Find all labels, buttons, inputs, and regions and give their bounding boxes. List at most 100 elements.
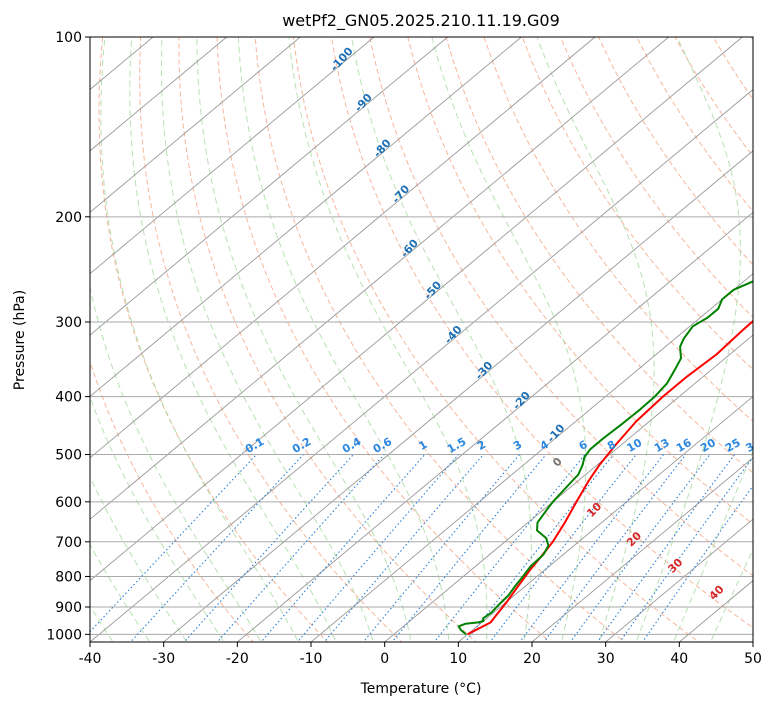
- y-tick-label: 200: [55, 210, 82, 226]
- mixing-ratio-line: [216, 454, 385, 642]
- mixing-ratio-line: [129, 454, 304, 642]
- moist-adiabat: [90, 395, 225, 642]
- isotherm-label: -40: [442, 323, 465, 347]
- dry-adiabat: [292, 37, 700, 642]
- x-tick-label: -10: [300, 651, 323, 667]
- y-tick-label: 400: [55, 390, 82, 406]
- mixing-ratio-line: [619, 456, 753, 642]
- x-tick-label: 20: [523, 651, 541, 667]
- dry-adiabat: [90, 360, 254, 642]
- isotherm-label: -80: [371, 136, 394, 160]
- x-axis-label: Temperature (°C): [360, 681, 482, 697]
- mixing-ratio-line: [296, 454, 459, 642]
- mixing-ratio-label: 36: [764, 436, 775, 455]
- y-tick-label: 300: [55, 315, 82, 331]
- isotherm-line: [90, 37, 227, 152]
- isotherm-line: [458, 395, 753, 642]
- moist-adiabat: [90, 285, 262, 642]
- isotherm-line: [90, 37, 743, 582]
- plot-frame: [89, 36, 754, 643]
- mixing-ratio-line: [596, 454, 736, 642]
- mixing-ratio-line: [90, 454, 257, 633]
- isotherm-line: [531, 457, 753, 642]
- y-tick-label: 500: [55, 448, 82, 464]
- moist-adiabat-label: 40: [707, 582, 727, 602]
- dry-adiabat: [369, 37, 753, 577]
- mixing-ratio-label: 25: [723, 436, 743, 455]
- dry-adiabat: [750, 37, 753, 41]
- isotherm-label: -20: [510, 389, 533, 413]
- moist-adiabat-label: 0: [550, 455, 565, 470]
- isotherm-label: -100: [328, 45, 356, 74]
- y-tick-label: 600: [55, 495, 82, 511]
- isotherm-label: -30: [473, 359, 496, 383]
- mixing-ratio-line: [489, 454, 637, 642]
- isotherm-line: [90, 37, 375, 275]
- mixing-ratio-label: 3: [511, 438, 524, 453]
- isotherm-label: -90: [352, 91, 375, 115]
- y-axis-label: Pressure (hPa): [12, 290, 28, 390]
- dry-adiabat: [598, 37, 753, 266]
- isotherm-label: -50: [421, 278, 444, 302]
- moist-adiabat: [129, 37, 337, 642]
- y-tick-label: 800: [55, 569, 82, 585]
- moist-adiabat: [351, 37, 532, 642]
- mixing-ratio-line: [569, 454, 711, 642]
- moist-adiabat: [635, 37, 741, 642]
- dry-adiabat: [674, 37, 753, 157]
- isotherm-line: [90, 37, 301, 213]
- moist-adiabat: [100, 37, 299, 642]
- mixing-ratio-line: [464, 454, 614, 642]
- isotherm-line: [752, 641, 753, 642]
- moist-adiabat: [431, 37, 587, 642]
- mixing-ratio-line: [433, 454, 586, 642]
- isotherm-line: [90, 37, 669, 520]
- isotherm-line: [163, 150, 753, 642]
- moist-adiabat: [710, 548, 753, 642]
- x-tick-label: -30: [152, 651, 175, 667]
- mixing-ratio-line: [543, 454, 687, 642]
- isotherm-label: -70: [389, 182, 412, 206]
- moist-adiabat-label: 10: [584, 500, 604, 520]
- y-tick-label: 700: [55, 535, 82, 551]
- y-tick-label: 900: [55, 600, 82, 616]
- x-tick-label: 30: [597, 651, 615, 667]
- dry-adiabat: [331, 37, 753, 629]
- mixing-ratio-line: [260, 454, 426, 642]
- x-tick-label: 0: [380, 651, 389, 667]
- x-tick-label: 10: [449, 651, 467, 667]
- isotherm-line: [90, 88, 753, 642]
- mixing-ratio-label: 30: [743, 436, 763, 455]
- isotherm-line: [90, 37, 522, 398]
- moist-adiabat: [288, 37, 488, 642]
- moist-adiabat: [90, 475, 188, 642]
- isotherm-line: [237, 211, 753, 642]
- dewpoint-profile-line: [457, 280, 753, 636]
- mixing-ratio-label: 10: [625, 436, 645, 455]
- y-tick-label: 100: [55, 30, 82, 46]
- isotherm-line: [679, 580, 753, 642]
- isotherm-line: [90, 37, 448, 336]
- dry-adiabat: [483, 37, 753, 422]
- chart-title: wetPf2_GN05.2025.210.11.19.G09: [282, 11, 560, 31]
- mixing-ratio-label: 0.4: [340, 435, 364, 456]
- dry-adiabat: [521, 37, 753, 371]
- x-tick-label: 50: [744, 651, 762, 667]
- mixing-ratio-line: [323, 454, 484, 642]
- mixing-ratio-label: 1: [416, 438, 429, 453]
- dry-adiabat: [407, 37, 753, 525]
- mixing-ratio-label: 20: [698, 436, 718, 455]
- x-tick-label: -20: [226, 651, 249, 667]
- dry-adiabat: [712, 37, 753, 101]
- mixing-ratio-label: 0.2: [290, 435, 313, 456]
- dry-adiabat: [98, 37, 329, 642]
- mixing-ratio-line: [183, 454, 354, 642]
- moist-adiabat: [237, 37, 450, 642]
- y-tick-label: 1000: [46, 627, 82, 643]
- moist-adiabat: [196, 37, 412, 642]
- mixing-ratio-line: [641, 484, 753, 642]
- x-tick-label: 40: [670, 651, 688, 667]
- isotherm-label: -60: [398, 236, 421, 260]
- isotherm-line: [384, 334, 753, 642]
